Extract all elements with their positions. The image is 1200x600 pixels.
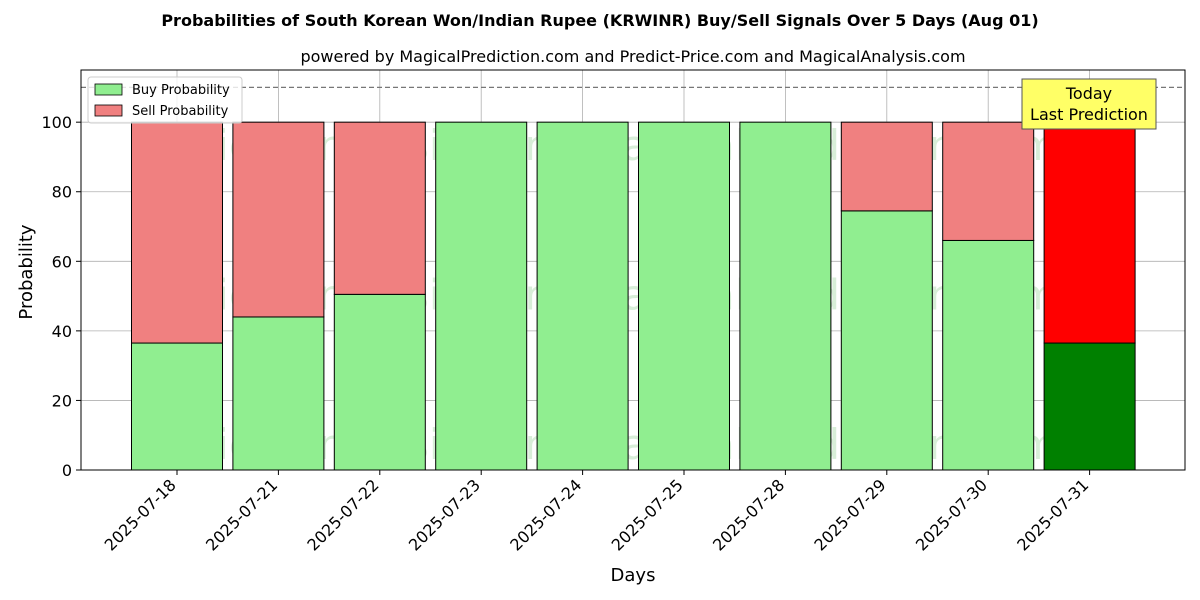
bars: [131, 121, 1136, 471]
y-tick-label: 100: [41, 113, 72, 132]
x-tick-label: 2025-07-30: [912, 475, 991, 554]
legend-label-buy: Buy Probability: [132, 83, 230, 98]
y-tick-label: 0: [62, 461, 72, 480]
bar-sell-2025-07-31: [1043, 121, 1136, 344]
bar-buy-2025-07-18: [131, 342, 223, 471]
bar-sell-2025-07-18: [131, 121, 223, 344]
legend-box: [87, 76, 243, 124]
x-tick-label: 2025-07-29: [810, 475, 889, 554]
bar-buy-2025-07-21: [232, 316, 325, 471]
today-annotation: Today Last Prediction: [1021, 78, 1157, 130]
bar-buy-2025-07-29: [840, 210, 933, 471]
x-axis-label: Days: [611, 565, 656, 586]
annotation-line1: Today: [1065, 84, 1112, 103]
bar-sell-2025-07-29: [840, 121, 933, 212]
legend-swatch-sell: [94, 104, 123, 117]
x-tick-label: 2025-07-31: [1013, 475, 1092, 554]
x-tick-label: 2025-07-22: [303, 475, 382, 554]
x-tick-label: 2025-07-24: [506, 475, 585, 554]
bar-buy-2025-07-22: [333, 293, 426, 471]
x-tick-label: 2025-07-21: [202, 475, 281, 554]
chart-subtitle: powered by MagicalPrediction.com and Pre…: [300, 47, 965, 66]
legend-label-sell: Sell Probability: [132, 104, 229, 119]
x-tick-label: 2025-07-18: [101, 475, 180, 554]
y-tick-label: 40: [52, 322, 72, 341]
bar-buy-2025-07-23: [435, 121, 528, 471]
bar-buy-2025-07-24: [536, 121, 629, 471]
y-tick-label: 60: [52, 252, 72, 271]
bar-buy-2025-07-28: [739, 121, 832, 471]
annotation-line2: Last Prediction: [1030, 105, 1148, 124]
legend-swatch-buy: [94, 83, 123, 96]
bar-sell-2025-07-21: [232, 121, 325, 318]
legend: Buy Probability Sell Probability: [87, 76, 243, 124]
x-tick-label: 2025-07-23: [405, 475, 484, 554]
chart-title: Probabilities of South Korean Won/Indian…: [161, 11, 1038, 30]
bar-sell-2025-07-22: [333, 121, 426, 295]
bar-buy-2025-07-25: [638, 121, 730, 471]
x-tick-label: 2025-07-25: [608, 475, 687, 554]
y-axis-label: Probability: [16, 224, 37, 319]
bar-sell-2025-07-30: [942, 121, 1035, 241]
plot-frame: [80, 69, 1186, 471]
bar-buy-2025-07-31: [1043, 342, 1136, 471]
y-tick-label: 80: [52, 183, 72, 202]
y-tick-label: 20: [52, 391, 72, 410]
bar-buy-2025-07-30: [942, 239, 1035, 471]
x-tick-label: 2025-07-28: [709, 475, 788, 554]
annotation-box: [1021, 78, 1157, 130]
